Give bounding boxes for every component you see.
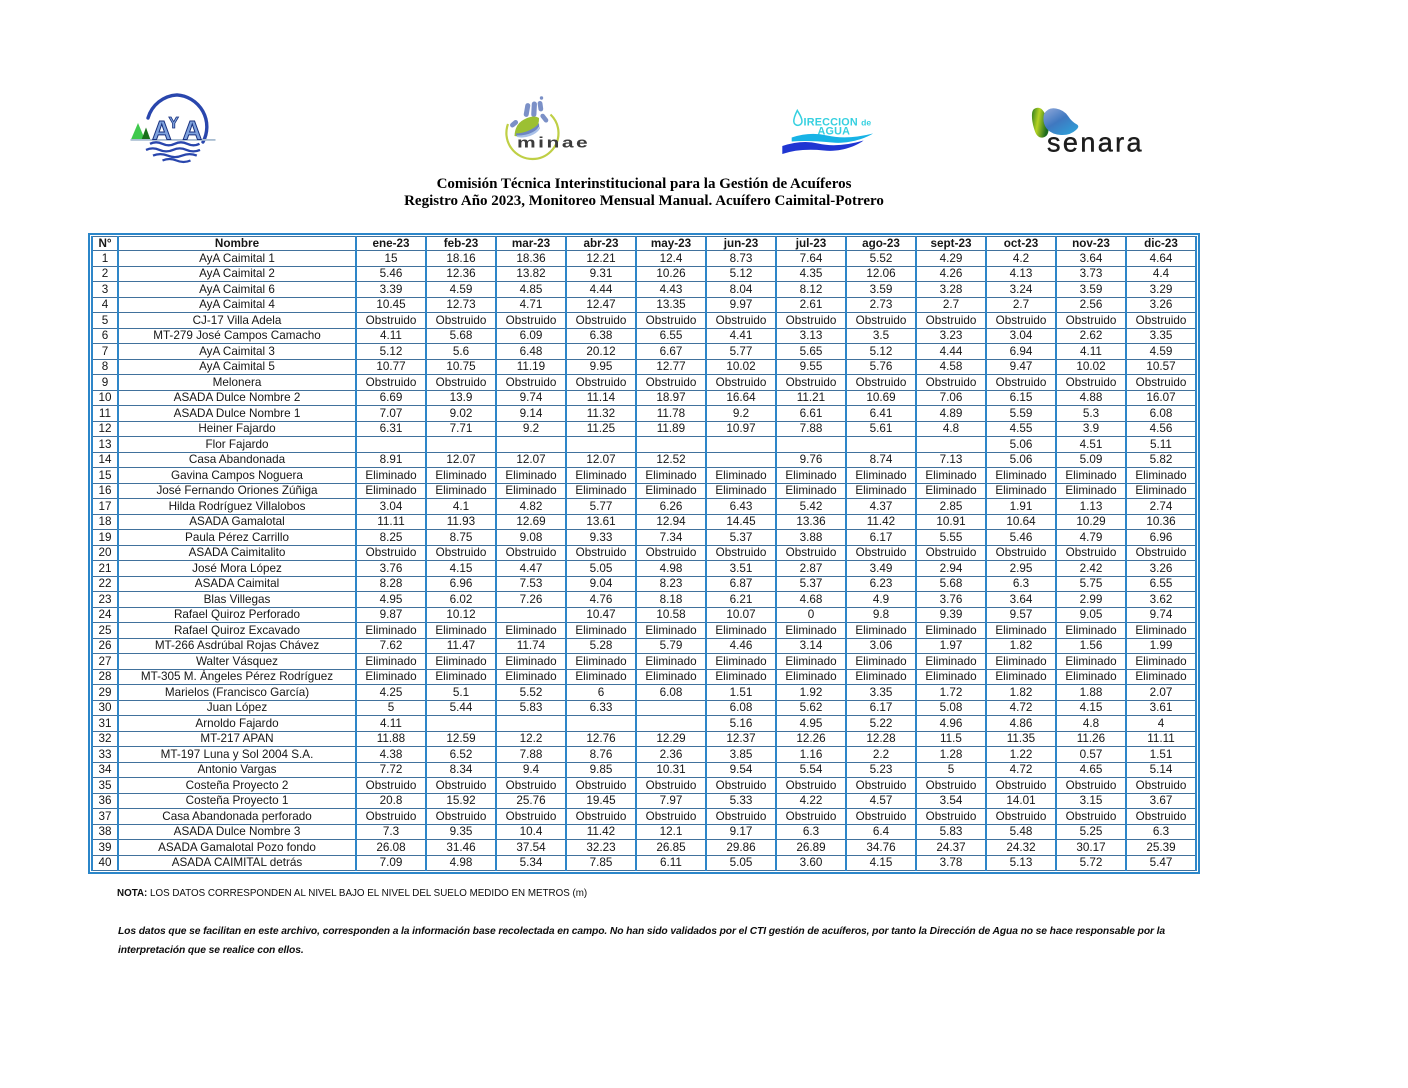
svg-text:A: A (152, 116, 172, 146)
svg-text:Y: Y (169, 115, 180, 132)
svg-text:A: A (183, 116, 203, 146)
svg-text:AGUA: AGUA (818, 126, 851, 138)
svg-text:minae: minae (517, 134, 590, 151)
svg-text:IRECCION de: IRECCION de (804, 117, 872, 129)
svg-text:senara: senara (1047, 128, 1144, 155)
